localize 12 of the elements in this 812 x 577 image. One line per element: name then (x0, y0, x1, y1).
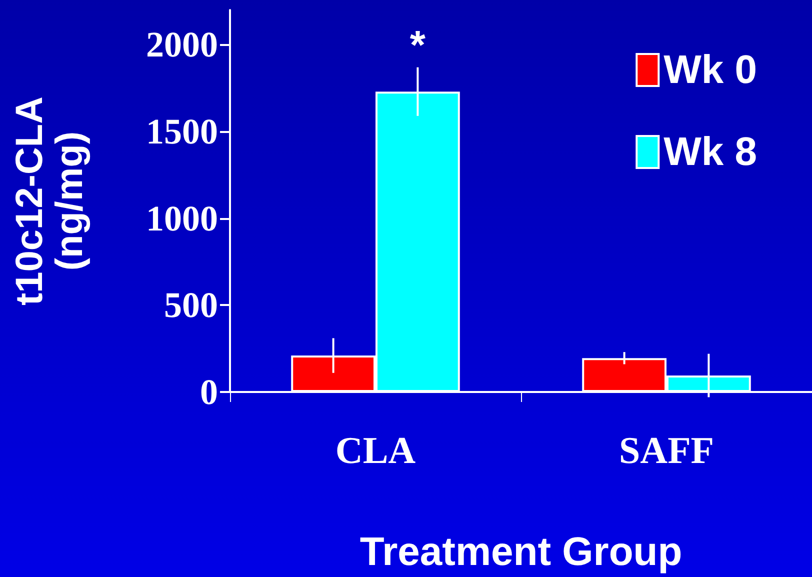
annotation: * (410, 23, 426, 68)
y-tick-label: 500 (164, 285, 218, 326)
x-tick-label: CLA (335, 430, 416, 472)
y-tick-label: 0 (200, 372, 218, 412)
x-axis-title: Treatment Group (360, 530, 682, 574)
legend-label: Wk 0 (664, 48, 757, 92)
y-tick-label: 2000 (146, 24, 218, 65)
x-tick-label: SAFF (619, 430, 714, 472)
y-tick-label: 1000 (146, 198, 218, 238)
legend-label: Wk 8 (664, 130, 757, 174)
y-axis-title: t10c12-CLA (ng/mg) (9, 96, 91, 306)
y-tick-label: 1500 (146, 112, 218, 152)
